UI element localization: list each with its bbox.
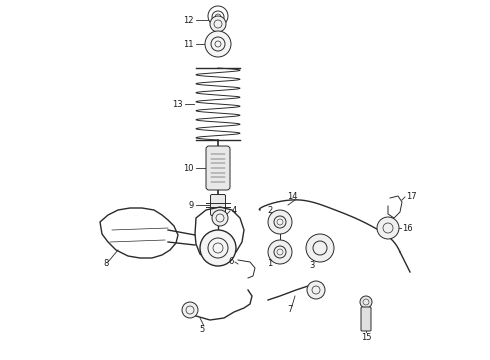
Circle shape bbox=[307, 281, 325, 299]
Text: 5: 5 bbox=[199, 325, 205, 334]
Circle shape bbox=[268, 240, 292, 264]
Text: 6: 6 bbox=[229, 257, 234, 266]
Text: 2: 2 bbox=[268, 206, 272, 215]
Circle shape bbox=[212, 210, 228, 226]
Text: 3: 3 bbox=[309, 261, 315, 270]
Text: 1: 1 bbox=[268, 260, 272, 269]
Text: 13: 13 bbox=[172, 99, 183, 108]
Circle shape bbox=[182, 302, 198, 318]
Text: 9: 9 bbox=[189, 201, 194, 210]
Circle shape bbox=[210, 16, 226, 32]
Text: 11: 11 bbox=[183, 40, 194, 49]
Text: 15: 15 bbox=[361, 333, 371, 342]
Circle shape bbox=[268, 210, 292, 234]
Circle shape bbox=[306, 234, 334, 262]
Text: 4: 4 bbox=[232, 206, 237, 215]
Text: 17: 17 bbox=[406, 192, 416, 201]
Text: 10: 10 bbox=[183, 163, 194, 172]
Text: 8: 8 bbox=[103, 260, 109, 269]
Circle shape bbox=[377, 217, 399, 239]
FancyBboxPatch shape bbox=[361, 307, 371, 331]
FancyBboxPatch shape bbox=[211, 194, 225, 216]
Circle shape bbox=[200, 230, 236, 266]
Text: 14: 14 bbox=[287, 192, 297, 201]
Text: 12: 12 bbox=[183, 15, 194, 24]
Text: 16: 16 bbox=[402, 224, 413, 233]
Text: 7: 7 bbox=[287, 306, 293, 315]
FancyBboxPatch shape bbox=[206, 146, 230, 190]
Circle shape bbox=[360, 296, 372, 308]
Circle shape bbox=[205, 31, 231, 57]
